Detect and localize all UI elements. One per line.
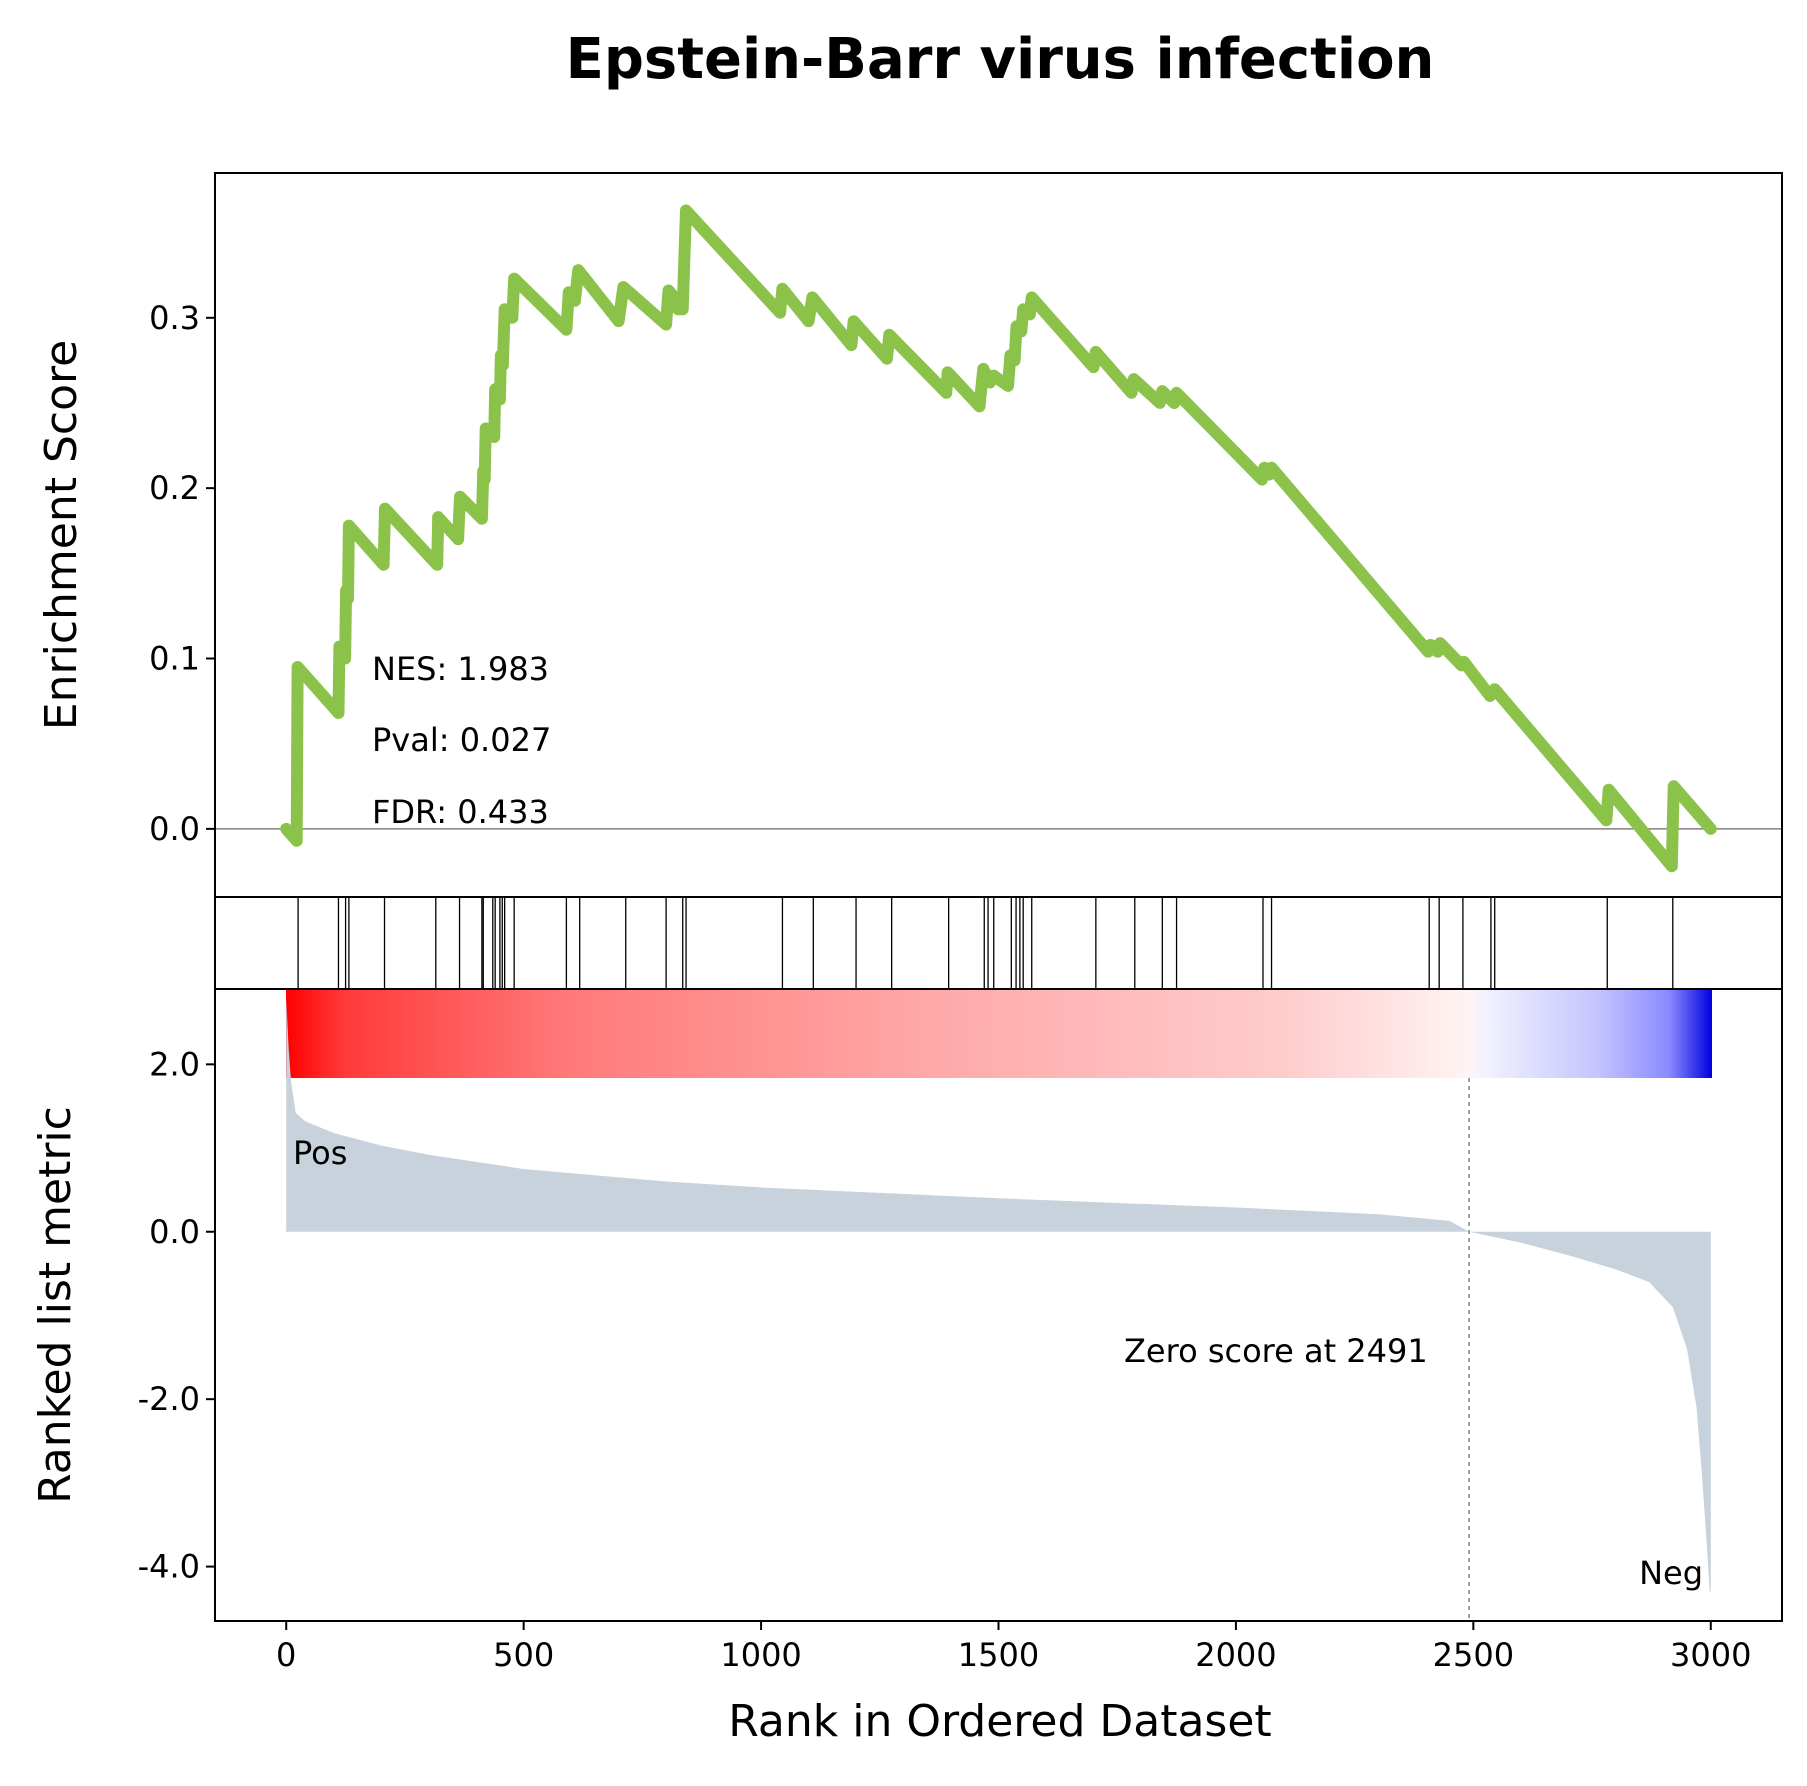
hits-frame bbox=[214, 896, 1783, 990]
zero-score-label: Zero score at 2491 bbox=[1124, 1332, 1428, 1370]
rank-y-ticks: 2.0 0.0 -2.0 -4.0 bbox=[138, 1045, 215, 1586]
rank-y-axis-label: Ranked list metric bbox=[30, 1106, 81, 1504]
enrichment-panel: 0.0 0.1 0.2 0.3 NES: 1.983 Pval: 0.027 FDR:… bbox=[36, 172, 1783, 898]
es-y-tick-label: 0.3 bbox=[149, 299, 200, 337]
rank-y-tick-label: 0.0 bbox=[149, 1213, 200, 1251]
x-tick-label: 3000 bbox=[1670, 1636, 1751, 1674]
x-ticks: 0 500 1000 1500 2000 2500 3000 bbox=[276, 1621, 1751, 1674]
ranked-panel: Pos Neg Zero score at 2491 2.0 0.0 -2.0 -4.… bbox=[30, 988, 1783, 1622]
x-tick-label: 2000 bbox=[1195, 1636, 1276, 1674]
rank-y-tick-label: 2.0 bbox=[149, 1045, 200, 1083]
pval-annotation: Pval: 0.027 bbox=[372, 721, 551, 759]
es-y-ticks: 0.0 0.1 0.2 0.3 bbox=[149, 299, 215, 848]
x-tick-label: 1000 bbox=[720, 1636, 801, 1674]
neg-label: Neg bbox=[1639, 1554, 1703, 1592]
es-y-axis-label: Enrichment Score bbox=[36, 340, 87, 730]
x-tick-label: 1500 bbox=[958, 1636, 1039, 1674]
hit-lines bbox=[297, 897, 1674, 989]
enrichment-score-line bbox=[280, 204, 1717, 873]
rank-heat-bar bbox=[286, 989, 1712, 1078]
ranked-frame bbox=[214, 988, 1783, 1622]
x-tick-label: 500 bbox=[493, 1636, 554, 1674]
rank-y-tick-label: -4.0 bbox=[138, 1548, 200, 1586]
nes-annotation: NES: 1.983 bbox=[372, 650, 549, 688]
x-tick-label: 0 bbox=[276, 1636, 296, 1674]
x-axis-label: Rank in Ordered Dataset bbox=[728, 1696, 1271, 1747]
x-tick-label: 2500 bbox=[1433, 1636, 1514, 1674]
es-y-tick-label: 0.0 bbox=[149, 810, 200, 848]
es-y-tick-label: 0.1 bbox=[149, 640, 200, 678]
es-y-tick-label: 0.2 bbox=[149, 469, 200, 507]
fdr-annotation: FDR: 0.433 bbox=[372, 793, 549, 831]
chart-title: Epstein-Barr virus infection bbox=[566, 27, 1435, 92]
ranked-metric-area bbox=[286, 997, 1711, 1592]
rank-y-tick-label: -2.0 bbox=[138, 1380, 200, 1418]
pos-label: Pos bbox=[293, 1134, 347, 1172]
hits-panel bbox=[214, 896, 1783, 990]
